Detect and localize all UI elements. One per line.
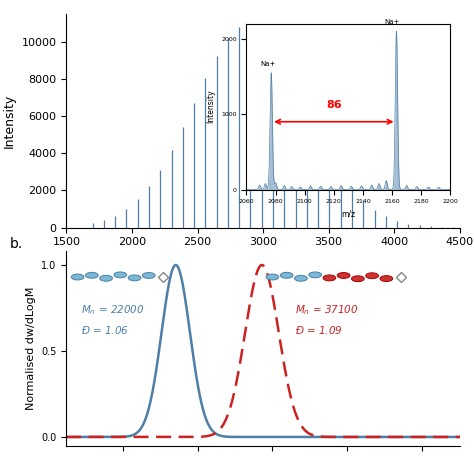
Text: 86: 86	[326, 100, 342, 110]
Circle shape	[380, 276, 393, 282]
Circle shape	[100, 275, 112, 281]
Y-axis label: Intensity: Intensity	[207, 90, 216, 123]
Circle shape	[337, 273, 350, 278]
X-axis label: m/z: m/z	[252, 253, 274, 266]
Circle shape	[114, 272, 127, 278]
Circle shape	[366, 273, 378, 279]
Circle shape	[352, 276, 364, 282]
Y-axis label: Intensity: Intensity	[3, 94, 16, 148]
Circle shape	[323, 275, 336, 281]
Circle shape	[85, 273, 98, 278]
Y-axis label: Normalised dw/dLogM: Normalised dw/dLogM	[26, 287, 36, 410]
Text: $Đ$ = 1.09: $Đ$ = 1.09	[295, 324, 343, 336]
Text: $M_n$ = 22000: $M_n$ = 22000	[82, 303, 145, 317]
Circle shape	[294, 275, 307, 281]
Circle shape	[142, 273, 155, 278]
Circle shape	[71, 274, 84, 280]
Text: $M_n$ = 37100: $M_n$ = 37100	[295, 303, 358, 317]
Circle shape	[266, 274, 279, 280]
X-axis label: m/z: m/z	[341, 210, 356, 219]
Text: Na+: Na+	[261, 61, 276, 67]
Text: b.: b.	[9, 237, 23, 251]
Text: Na+: Na+	[384, 19, 400, 25]
Text: $Đ$ = 1.06: $Đ$ = 1.06	[82, 324, 129, 336]
Circle shape	[309, 272, 321, 278]
Circle shape	[280, 273, 293, 278]
Circle shape	[128, 275, 141, 281]
